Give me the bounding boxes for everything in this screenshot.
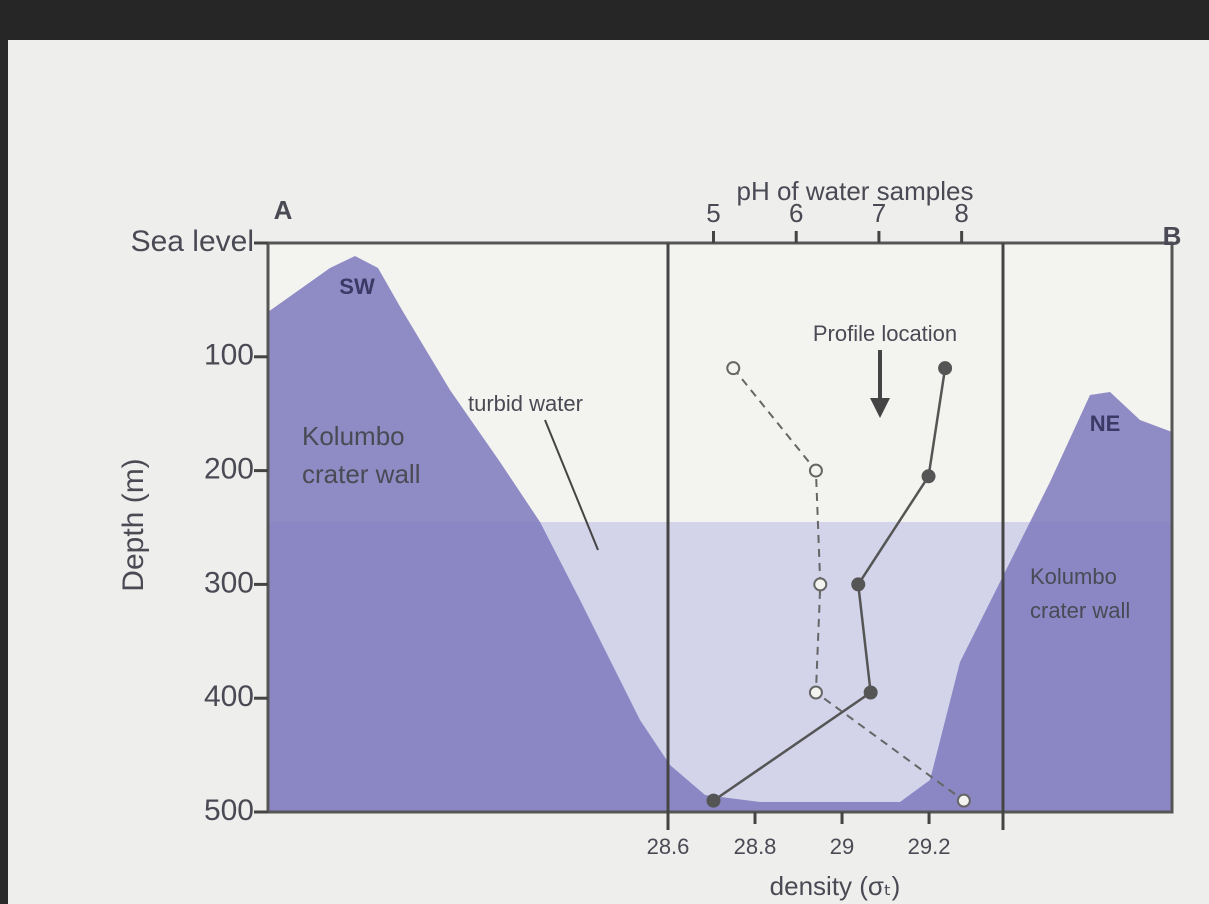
sw-label: SW <box>339 274 375 299</box>
y-axis-title: Depth (m) <box>117 458 150 591</box>
profile-label: Profile location <box>813 321 957 346</box>
top-axis-title: pH of water samples <box>737 176 974 206</box>
y-tick-label: 400 <box>204 680 254 713</box>
y-tick-label: 200 <box>204 453 254 486</box>
photo-edge <box>0 0 1209 40</box>
sample-point <box>852 578 864 590</box>
sample-point <box>939 362 951 374</box>
bottom-tick-label: 29.2 <box>908 834 951 859</box>
sample-point <box>810 465 822 477</box>
y-tick-label: Sea level <box>131 225 254 258</box>
bottom-tick-label: 29 <box>830 834 854 859</box>
x-axis-title: density (σₜ) <box>770 871 901 901</box>
sample-point <box>810 687 822 699</box>
y-tick-label: 100 <box>204 339 254 372</box>
point-b: B <box>1163 221 1182 251</box>
y-tick-label: 300 <box>204 566 254 599</box>
wall-label-right: Kolumbo <box>1030 564 1117 589</box>
wall-label-left: Kolumbo <box>302 421 405 451</box>
sample-point <box>707 795 719 807</box>
ne-label: NE <box>1090 411 1121 436</box>
top-tick-label: 5 <box>706 198 720 228</box>
top-tick-label: 6 <box>789 198 803 228</box>
sample-point <box>958 795 970 807</box>
sample-point <box>727 362 739 374</box>
bottom-tick-label: 28.8 <box>734 834 777 859</box>
top-tick-label: 7 <box>872 198 886 228</box>
bottom-tick-label: 28.6 <box>647 834 690 859</box>
point-a: A <box>274 195 293 225</box>
y-tick-label: 500 <box>204 794 254 827</box>
sample-point <box>923 470 935 482</box>
chart: pH of water samples Depth (m) density (σ… <box>0 0 1209 904</box>
wall-label-left: crater wall <box>302 459 420 489</box>
sample-point <box>814 578 826 590</box>
turbid-label: turbid water <box>468 391 583 416</box>
sample-point <box>865 687 877 699</box>
top-tick-label: 8 <box>954 198 968 228</box>
wall-label-right: crater wall <box>1030 598 1130 623</box>
